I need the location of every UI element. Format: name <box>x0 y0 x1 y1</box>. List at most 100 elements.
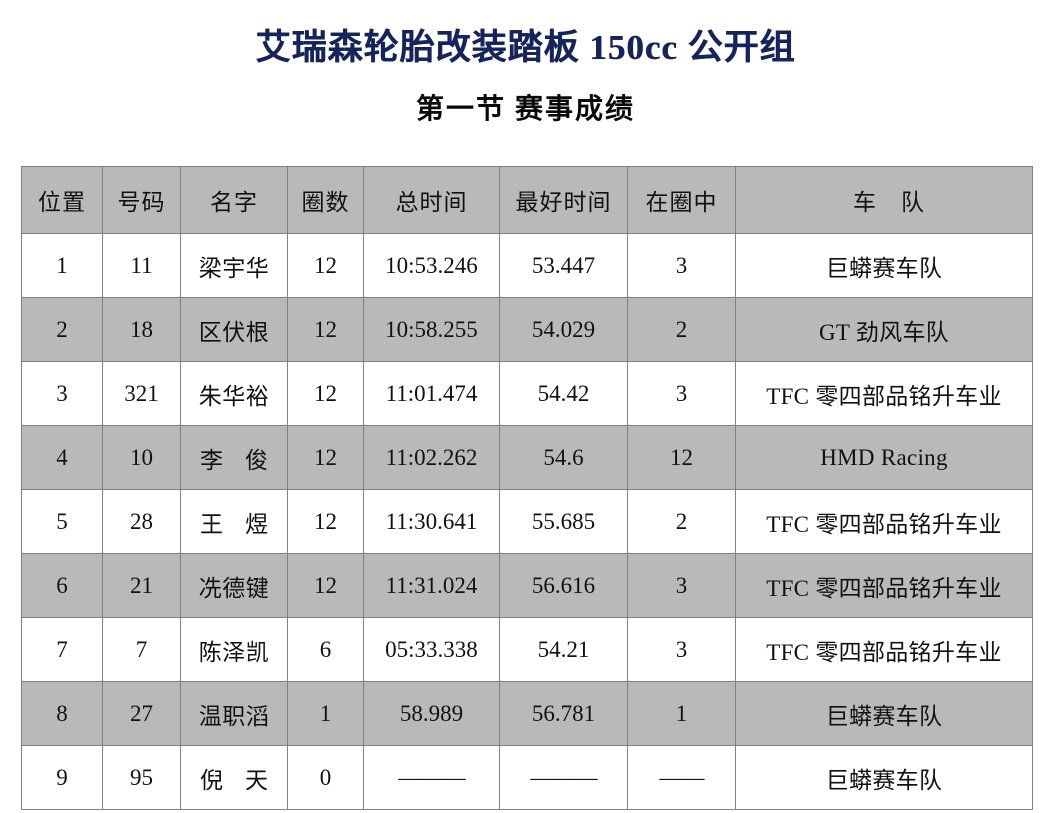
cell-laps: 12 <box>287 553 364 618</box>
page-title: 艾瑞森轮胎改装踏板 150cc 公开组 <box>255 28 796 67</box>
table-row: 7 7 陈泽凯 6 05:33.338 54.21 3 TFC 零四部品铭升车业 <box>21 617 1033 682</box>
cell-team: TFC 零四部品铭升车业 <box>735 361 1033 426</box>
results-table-container: 位置 号码 名字 圈数 总时间 最好时间 在圈中 车 队 1 11 梁宇华 12 10:… <box>21 166 1033 810</box>
cell-name: 温职滔 <box>180 681 288 746</box>
cell-number: 18 <box>102 297 181 362</box>
cell-number: 28 <box>102 489 181 554</box>
cell-name: 梁宇华 <box>180 233 288 298</box>
table-row: 2 18 区伏根 12 10:58.255 54.029 2 GT 劲风车队 <box>21 297 1033 362</box>
cell-number: 10 <box>102 425 181 490</box>
race-results-table: 位置 号码 名字 圈数 总时间 最好时间 在圈中 车 队 1 11 梁宇华 12 10:… <box>21 166 1033 810</box>
cell-total-time: 11:30.641 <box>363 489 500 554</box>
cell-total-time: 11:02.262 <box>363 425 500 490</box>
name-char-first: 倪 <box>200 767 223 793</box>
table-row: 4 10 李俊 12 11:02.262 54.6 12 HMD Racing <box>21 425 1033 490</box>
cell-name: 陈泽凯 <box>180 617 288 682</box>
name-char-second: 煜 <box>245 511 268 537</box>
table-row: 6 21 冼德键 12 11:31.024 56.616 3 TFC 零四部品铭升车业 <box>21 553 1033 618</box>
cell-total-time: 10:53.246 <box>363 233 500 298</box>
cell-total-time: 58.989 <box>363 681 500 746</box>
cell-total-time: 11:31.024 <box>363 553 500 618</box>
cell-total-time: 10:58.255 <box>363 297 500 362</box>
cell-team: TFC 零四部品铭升车业 <box>735 489 1033 554</box>
cell-in-lap: 1 <box>627 681 736 746</box>
cell-laps: 6 <box>287 617 364 682</box>
column-header-laps: 圈数 <box>287 166 364 234</box>
table-header: 位置 号码 名字 圈数 总时间 最好时间 在圈中 车 队 <box>21 166 1033 234</box>
cell-position: 1 <box>21 233 103 298</box>
cell-laps: 12 <box>287 361 364 426</box>
cell-best-time: 56.616 <box>499 553 628 618</box>
column-header-total-time: 总时间 <box>363 166 500 234</box>
column-header-name: 名字 <box>180 166 288 234</box>
name-char-second: 天 <box>245 767 268 793</box>
column-header-team: 车 队 <box>735 166 1033 234</box>
cell-team: 巨蟒赛车队 <box>735 745 1033 810</box>
column-header-best-time: 最好时间 <box>499 166 628 234</box>
cell-position: 5 <box>21 489 103 554</box>
column-header-position: 位置 <box>21 166 103 234</box>
cell-best-time: 54.029 <box>499 297 628 362</box>
cell-best-time: 53.447 <box>499 233 628 298</box>
table-row: 8 27 温职滔 1 58.989 56.781 1 巨蟒赛车队 <box>21 681 1033 746</box>
cell-best-time: 56.781 <box>499 681 628 746</box>
cell-position: 3 <box>21 361 103 426</box>
column-header-number: 号码 <box>102 166 181 234</box>
cell-number: 11 <box>102 233 181 298</box>
cell-in-lap: 3 <box>627 361 736 426</box>
cell-number: 21 <box>102 553 181 618</box>
name-char-first: 李 <box>200 447 223 473</box>
cell-position: 7 <box>21 617 103 682</box>
cell-name: 冼德键 <box>180 553 288 618</box>
cell-team: TFC 零四部品铭升车业 <box>735 553 1033 618</box>
cell-laps: 1 <box>287 681 364 746</box>
table-row: 9 95 倪天 0 ——— ——— —— 巨蟒赛车队 <box>21 745 1033 810</box>
cell-in-lap: 12 <box>627 425 736 490</box>
cell-position: 2 <box>21 297 103 362</box>
cell-laps: 12 <box>287 489 364 554</box>
cell-in-lap: 2 <box>627 297 736 362</box>
cell-in-lap: 2 <box>627 489 736 554</box>
table-row: 1 11 梁宇华 12 10:53.246 53.447 3 巨蟒赛车队 <box>21 233 1033 298</box>
table-row: 5 28 王煜 12 11:30.641 55.685 2 TFC 零四部品铭升车业 <box>21 489 1033 554</box>
cell-in-lap: 3 <box>627 233 736 298</box>
cell-laps: 0 <box>287 745 364 810</box>
column-header-in-lap: 在圈中 <box>627 166 736 234</box>
cell-position: 4 <box>21 425 103 490</box>
table-body: 1 11 梁宇华 12 10:53.246 53.447 3 巨蟒赛车队 2 18 区伏根 12 10:… <box>21 233 1033 810</box>
page-subtitle: 第一节 赛事成绩 <box>415 94 635 125</box>
cell-total-time: ——— <box>363 745 500 810</box>
cell-in-lap: 3 <box>627 617 736 682</box>
cell-best-time: 54.42 <box>499 361 628 426</box>
cell-team: 巨蟒赛车队 <box>735 233 1033 298</box>
cell-total-time: 05:33.338 <box>363 617 500 682</box>
cell-name: 朱华裕 <box>180 361 288 426</box>
cell-laps: 12 <box>287 297 364 362</box>
cell-laps: 12 <box>287 233 364 298</box>
cell-name: 王煜 <box>180 489 288 554</box>
cell-best-time: 55.685 <box>499 489 628 554</box>
cell-in-lap: —— <box>627 745 736 810</box>
name-char-second: 俊 <box>245 447 268 473</box>
cell-team: HMD Racing <box>735 425 1033 490</box>
cell-in-lap: 3 <box>627 553 736 618</box>
cell-best-time: 54.21 <box>499 617 628 682</box>
cell-best-time: ——— <box>499 745 628 810</box>
table-header-row: 位置 号码 名字 圈数 总时间 最好时间 在圈中 车 队 <box>21 166 1033 234</box>
cell-total-time: 11:01.474 <box>363 361 500 426</box>
cell-team: 巨蟒赛车队 <box>735 681 1033 746</box>
cell-team: TFC 零四部品铭升车业 <box>735 617 1033 682</box>
cell-position: 6 <box>21 553 103 618</box>
cell-position: 9 <box>21 745 103 810</box>
cell-number: 27 <box>102 681 181 746</box>
cell-name: 李俊 <box>180 425 288 490</box>
cell-name: 区伏根 <box>180 297 288 362</box>
cell-best-time: 54.6 <box>499 425 628 490</box>
cell-number: 321 <box>102 361 181 426</box>
cell-position: 8 <box>21 681 103 746</box>
cell-name: 倪天 <box>180 745 288 810</box>
cell-laps: 12 <box>287 425 364 490</box>
cell-number: 7 <box>102 617 181 682</box>
cell-team: GT 劲风车队 <box>735 297 1033 362</box>
